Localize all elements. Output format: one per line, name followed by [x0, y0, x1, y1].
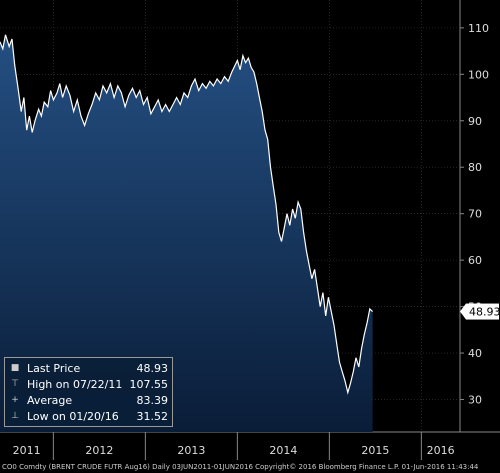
- y-tick-label: 60: [468, 254, 482, 267]
- legend-value: 83.39: [136, 394, 169, 407]
- y-tick-label: 90: [468, 115, 482, 128]
- legend: ■ Last Price 48.93 ⊤ High on 07/22/11 10…: [4, 357, 173, 427]
- y-tick-label: 40: [468, 347, 482, 360]
- x-tick-label: 2013: [177, 444, 205, 457]
- square-icon: ■: [10, 363, 20, 373]
- low-marker-icon: ⊥: [11, 411, 19, 421]
- average-marker-icon: +: [11, 395, 19, 405]
- y-axis: 30405060708090100110: [460, 22, 489, 406]
- legend-label: High on 07/22/11: [27, 378, 123, 391]
- x-tick-label: 2016: [427, 444, 455, 457]
- legend-value: 48.93: [136, 362, 169, 375]
- high-marker-icon: ⊤: [11, 379, 19, 389]
- legend-average: + Average 83.39: [5, 393, 172, 408]
- y-tick-label: 110: [468, 22, 489, 35]
- legend-value: 107.55: [129, 378, 169, 391]
- y-tick-label: 80: [468, 161, 482, 174]
- x-tick-label: 2015: [361, 444, 389, 457]
- legend-low: ⊥ Low on 01/20/16 31.52: [5, 409, 172, 424]
- legend-label: Low on 01/20/16: [27, 410, 119, 423]
- x-axis: 2011 2012 2013 2014 2015 2016: [13, 432, 455, 460]
- legend-label: Average: [27, 394, 73, 407]
- price-line: [0, 34, 374, 395]
- y-tick-label: 100: [468, 68, 489, 81]
- x-tick-label: 2014: [269, 444, 297, 457]
- y-tick-label: 30: [468, 393, 482, 406]
- legend-value: 31.52: [136, 410, 169, 423]
- last-price-label: 48.93: [469, 306, 500, 319]
- chart-footer: CO0 Comdty (BRENT CRUDE FUTR Aug16) Dail…: [2, 463, 479, 471]
- last-price-marker: 48.93: [460, 303, 500, 320]
- legend-last-price: ■ Last Price 48.93: [5, 361, 172, 376]
- price-area: [0, 34, 373, 433]
- x-tick-label: 2012: [85, 444, 113, 457]
- legend-high: ⊤ High on 07/22/11 107.55: [5, 377, 172, 392]
- x-tick-label: 2011: [13, 444, 41, 457]
- y-tick-label: 70: [468, 208, 482, 221]
- legend-label: Last Price: [27, 362, 81, 375]
